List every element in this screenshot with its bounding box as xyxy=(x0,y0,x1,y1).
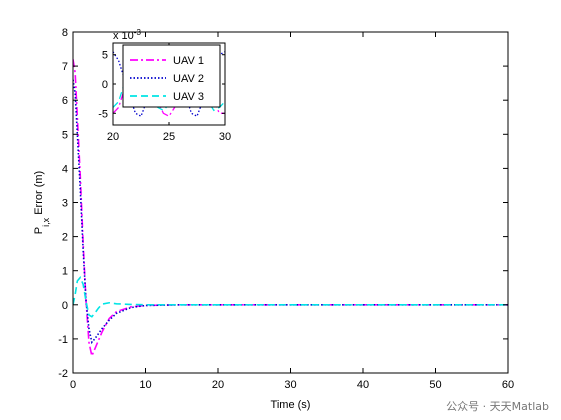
main-ytick-label: 2 xyxy=(62,232,68,244)
main-ytick-label: 3 xyxy=(62,198,68,210)
y-axis-title-rest: Error (m) xyxy=(33,171,45,218)
inset-ytick-label: 5 xyxy=(102,50,108,62)
main-ytick-label: 0 xyxy=(62,300,68,312)
main-xtick-label: 10 xyxy=(139,379,151,391)
main-ytick-label: 7 xyxy=(62,61,68,73)
legend-label-2: UAV 2 xyxy=(173,73,204,85)
legend: UAV 1 UAV 2 UAV 3 xyxy=(122,44,221,108)
y-axis-title-main: P xyxy=(33,227,45,234)
main-xtick-label: 50 xyxy=(429,379,441,391)
main-ytick-label: -2 xyxy=(58,368,68,380)
inset-ytick-label: -5 xyxy=(98,108,108,120)
main-series-line-1 xyxy=(73,59,508,359)
inset-ytick-label: 0 xyxy=(102,79,108,91)
main-ytick-label: 1 xyxy=(62,266,68,278)
main-ytick-label: -1 xyxy=(58,334,68,346)
main-ytick-label: 8 xyxy=(62,27,68,39)
inset-xtick-label: 20 xyxy=(107,131,119,143)
main-ytick-label: 5 xyxy=(62,129,68,141)
inset-xtick-label: 25 xyxy=(163,131,175,143)
main-xtick-label: 20 xyxy=(212,379,224,391)
main-xtick-label: 40 xyxy=(357,379,369,391)
main-xtick-label: 60 xyxy=(502,379,514,391)
y-axis-title-subscript: i,x xyxy=(41,217,51,227)
y-axis-title: Pi,x Error (m) xyxy=(33,171,51,234)
inset-exponent-power: -3 xyxy=(134,28,142,37)
main-ytick-label: 6 xyxy=(62,95,68,107)
main-ytick-label: 4 xyxy=(62,163,68,175)
main-xtick-label: 0 xyxy=(70,379,76,391)
legend-label-3: UAV 3 xyxy=(173,91,204,103)
legend-label-1: UAV 1 xyxy=(173,55,204,67)
legend-box xyxy=(122,44,221,108)
main-xtick-label: 30 xyxy=(284,379,296,391)
inset-xtick-label: 30 xyxy=(219,131,231,143)
watermark-text: 公众号 · 天天Matlab xyxy=(446,400,549,413)
main-series-line-3 xyxy=(73,276,508,318)
x-axis-title: Time (s) xyxy=(271,399,311,411)
